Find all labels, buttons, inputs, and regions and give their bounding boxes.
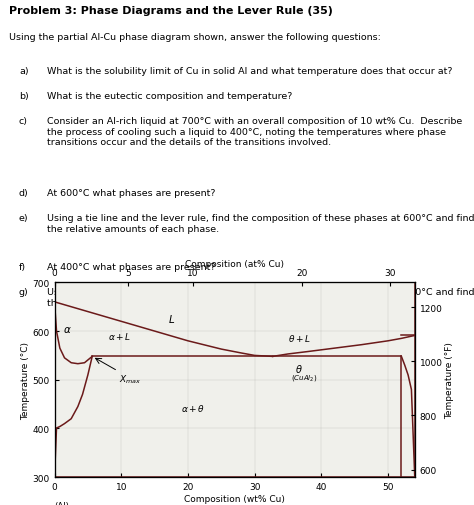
X-axis label: Composition (wt% Cu): Composition (wt% Cu) xyxy=(184,494,285,503)
Text: (Al): (Al) xyxy=(55,500,69,505)
Text: a): a) xyxy=(19,67,28,76)
Text: e): e) xyxy=(19,214,28,223)
X-axis label: Composition (at% Cu): Composition (at% Cu) xyxy=(185,259,284,268)
Text: What is the eutectic composition and temperature?: What is the eutectic composition and tem… xyxy=(47,92,293,100)
Y-axis label: Temperature (°F): Temperature (°F) xyxy=(446,342,455,418)
Text: b): b) xyxy=(19,92,29,100)
Text: Using the partial Al-Cu phase diagram shown, answer the following questions:: Using the partial Al-Cu phase diagram sh… xyxy=(9,33,382,42)
Text: $\theta$: $\theta$ xyxy=(295,363,302,375)
Text: c): c) xyxy=(19,117,28,126)
Text: $X_{max}$: $X_{max}$ xyxy=(119,373,142,385)
Text: At 400°C what phases are present?: At 400°C what phases are present? xyxy=(47,263,216,272)
Text: What is the solubility limit of Cu in solid Al and what temperature does that oc: What is the solubility limit of Cu in so… xyxy=(47,67,453,76)
Text: d): d) xyxy=(19,189,29,198)
Text: $L$: $L$ xyxy=(168,313,175,325)
Text: f): f) xyxy=(19,263,26,272)
Text: g): g) xyxy=(19,287,29,296)
Text: $\alpha + \theta$: $\alpha + \theta$ xyxy=(181,402,206,414)
Text: Problem 3: Phase Diagrams and the Lever Rule (35): Problem 3: Phase Diagrams and the Lever … xyxy=(9,6,333,16)
Y-axis label: Temperature (°C): Temperature (°C) xyxy=(21,341,29,419)
Text: At 600°C what phases are present?: At 600°C what phases are present? xyxy=(47,189,216,198)
Text: $\alpha + L$: $\alpha + L$ xyxy=(108,331,131,342)
Text: Consider an Al-rich liquid at 700°C with an overall composition of 10 wt% Cu.  D: Consider an Al-rich liquid at 700°C with… xyxy=(47,117,463,147)
Text: $\alpha$: $\alpha$ xyxy=(63,324,71,334)
Text: Using a tie line and the lever rule, find the composition of these phases at 400: Using a tie line and the lever rule, fin… xyxy=(47,287,474,307)
Text: $(CuAl_2)$: $(CuAl_2)$ xyxy=(292,373,318,382)
Text: $\theta + L$: $\theta + L$ xyxy=(288,332,311,343)
Text: Using a tie line and the lever rule, find the composition of these phases at 600: Using a tie line and the lever rule, fin… xyxy=(47,214,474,234)
